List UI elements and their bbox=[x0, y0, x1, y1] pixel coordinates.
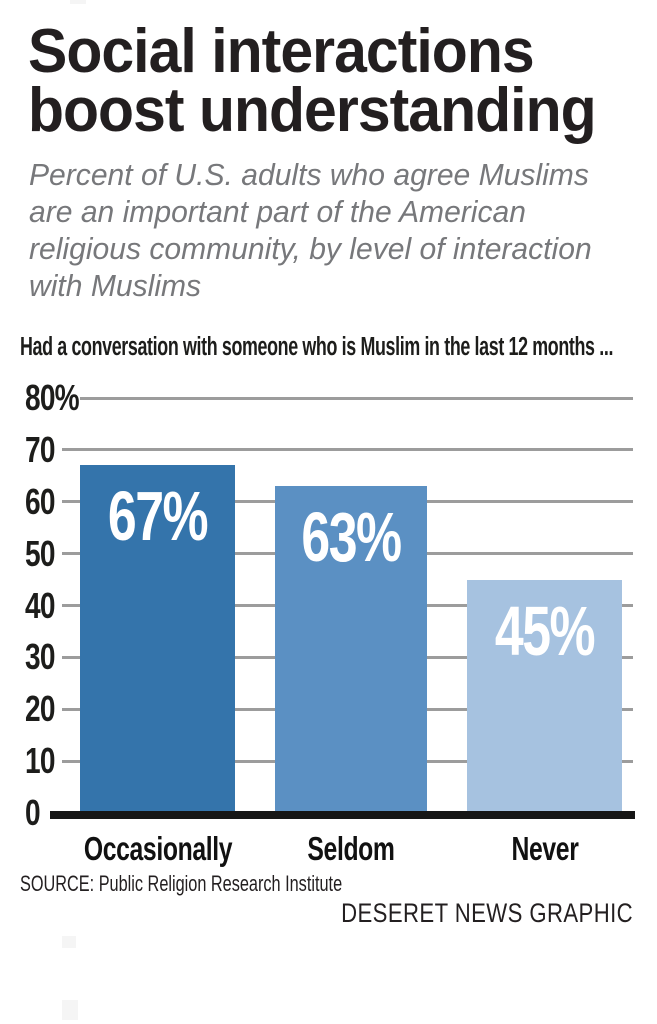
bar-occasionally: 67% bbox=[80, 465, 235, 813]
y-axis-tick-label-40: 40 bbox=[25, 584, 55, 626]
scan-artifact-bottom-2 bbox=[62, 1000, 78, 1020]
gridline-70 bbox=[62, 448, 633, 452]
y-axis-tick-label-0: 0 bbox=[25, 792, 41, 833]
y-axis-tick-label-80: 80% bbox=[25, 377, 80, 418]
page-title-line-1: Social interactions bbox=[28, 17, 535, 86]
page-title-line-2: boost understanding bbox=[28, 76, 597, 145]
y-axis-tick-label-30: 30 bbox=[25, 636, 55, 678]
chart-heading: Had a conversation with someone who is M… bbox=[20, 333, 614, 361]
chart-subtitle: Percent of U.S. adults who agree Muslims… bbox=[29, 156, 592, 304]
gridline-80 bbox=[80, 396, 633, 400]
credit-line: DESERET NEWS GRAPHIC bbox=[341, 898, 633, 928]
chart-subtitle-line-3: religious community, by level of interac… bbox=[29, 231, 592, 266]
chart-subtitle-line-2: are an important part of the American bbox=[29, 194, 526, 229]
bar-value-label-never: 45% bbox=[494, 591, 596, 670]
bar-value-label-seldom: 63% bbox=[301, 498, 402, 577]
y-axis-tick-label-10: 10 bbox=[25, 740, 55, 782]
page-title: Social interactions boost understanding bbox=[28, 17, 597, 145]
x-axis-category-label-seldom: Seldom bbox=[307, 830, 395, 867]
bar-never: 45% bbox=[467, 579, 622, 813]
x-axis-category-label-occasionally: Occasionally bbox=[83, 830, 232, 867]
y-axis-tick-label-50: 50 bbox=[25, 532, 55, 574]
scan-artifact-top bbox=[70, 0, 86, 4]
chart-subtitle-line-1: Percent of U.S. adults who agree Muslims bbox=[29, 157, 589, 192]
bar-seldom: 63% bbox=[275, 486, 427, 813]
y-axis-tick-label-60: 60 bbox=[25, 480, 55, 522]
source-line: SOURCE: Public Religion Research Institu… bbox=[20, 871, 343, 896]
scan-artifact-bottom-1 bbox=[62, 936, 76, 948]
chart-plot: 80% 70 60 50 40 30 20 10 0 67% Occasionally 63% Seld… bbox=[0, 380, 657, 868]
bar-value-label-occasionally: 67% bbox=[107, 477, 209, 556]
x-axis-baseline bbox=[50, 811, 635, 819]
y-axis-tick-label-20: 20 bbox=[25, 688, 55, 730]
y-axis-tick-label-70: 70 bbox=[25, 428, 55, 470]
chart-subtitle-line-4: with Muslims bbox=[29, 268, 202, 303]
x-axis-category-label-never: Never bbox=[511, 830, 578, 867]
